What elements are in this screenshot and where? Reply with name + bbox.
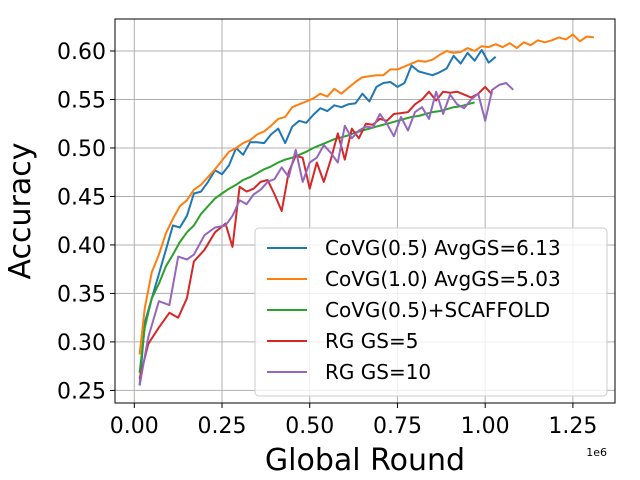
x-tick-label: 0.25 [198, 414, 247, 439]
legend-entry: RG GS=5 [325, 329, 418, 353]
legend-entry: CoVG(1.0) AvgGS=5.03 [325, 267, 561, 291]
series-lines [138, 33, 595, 386]
grid [115, 19, 615, 403]
series-line-4 [138, 85, 493, 380]
legend-entry: RG GS=10 [325, 360, 431, 384]
series-line-1 [138, 49, 497, 386]
x-tick-label: 1.25 [548, 414, 597, 439]
y-tick-label: 0.50 [57, 137, 106, 162]
series-line-5 [138, 82, 514, 386]
legend-entry: CoVG(0.5) AvgGS=6.13 [325, 236, 561, 260]
legend-box [254, 227, 608, 397]
x-tick-label: 0.75 [373, 414, 422, 439]
x-axis-offset-label: 1e6 [586, 446, 607, 459]
y-tick-label: 0.55 [57, 88, 106, 113]
axis-ticks: 0.00 0.25 0.50 0.75 1.00 1.250.250.300.350.40… [57, 40, 597, 439]
y-tick-label: 0.35 [57, 282, 106, 307]
x-tick-label: 0.00 [110, 414, 159, 439]
y-tick-label: 0.60 [57, 40, 106, 65]
y-tick-label: 0.45 [57, 185, 106, 210]
plot-frame [114, 18, 616, 404]
x-tick-label: 1.00 [461, 414, 510, 439]
legend: CoVG(0.5) AvgGS=6.13 CoVG(1.0) AvgGS=5.03… [254, 227, 608, 397]
x-axis-label: Global Round [265, 443, 465, 478]
x-tick-label: 0.50 [285, 414, 334, 439]
y-tick-label: 0.30 [57, 331, 106, 356]
y-tick-label: 0.25 [57, 379, 106, 404]
series-line-3 [138, 101, 475, 374]
y-axis-label: Accuracy [3, 143, 38, 280]
legend-entry: CoVG(0.5)+SCAFFOLD [325, 298, 550, 322]
series-line-2 [138, 33, 595, 355]
y-tick-label: 0.40 [57, 234, 106, 259]
